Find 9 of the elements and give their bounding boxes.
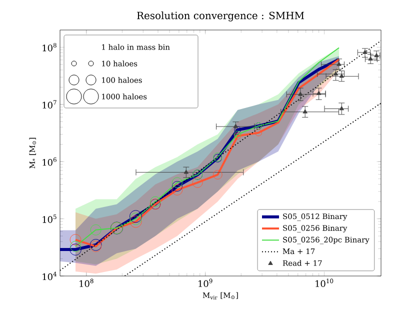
y-tick-label: 10$^{4}$ xyxy=(42,272,57,280)
x-tick-label: 10$^{10}$ xyxy=(316,278,334,288)
y-tick-label: 10$^{7}$ xyxy=(42,100,56,109)
x-tick-label: 10$^{9}$ xyxy=(198,278,212,288)
chart-title: Resolution convergence : SMHM xyxy=(137,12,304,22)
y-tick-label: 10$^{6}$ xyxy=(42,157,56,166)
y-tick-label: 10$^{5}$ xyxy=(42,214,56,223)
x-tick-label: 10$^{8}$ xyxy=(80,278,94,288)
y-tick-label: 10$^{8}$ xyxy=(42,43,56,52)
